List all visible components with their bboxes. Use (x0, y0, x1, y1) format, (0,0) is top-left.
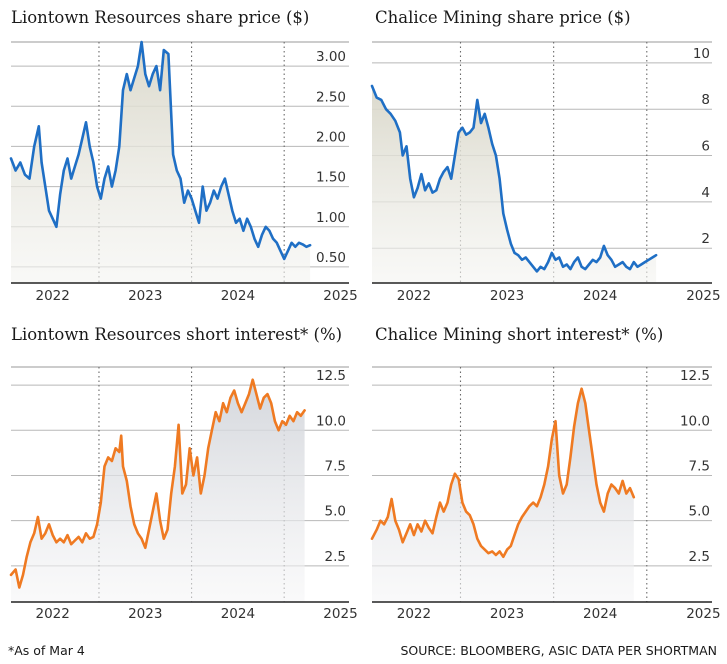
x-tick-label-liontown-short: 2022 (35, 606, 69, 622)
y-tick-label-chalice-short: 10.0 (680, 413, 710, 429)
x-tick-label-liontown-price: 2024 (221, 288, 255, 304)
y-tick-label-liontown-short: 10.0 (316, 413, 346, 429)
chart-title-liontown-price: Liontown Resources share price ($) (11, 8, 309, 27)
charts-figure: Liontown Resources share price ($) 0.50 1.… (9, 8, 721, 622)
x-tick-label-liontown-short: 2024 (221, 606, 255, 622)
y-tick-label-chalice-price: 4 (701, 185, 710, 201)
y-tick-label-chalice-price: 10 (693, 46, 710, 62)
y-tick-label-liontown-short: 2.5 (325, 549, 346, 565)
y-tick-label-liontown-price: 0.50 (316, 250, 346, 266)
y-tick-label-chalice-price: 2 (701, 231, 710, 247)
footnote: *As of Mar 4 (8, 643, 85, 658)
y-tick-label-liontown-short: 7.5 (325, 458, 346, 474)
series-line-liontown-short (9, 378, 306, 589)
y-tick-label-chalice-price: 8 (701, 92, 710, 108)
x-tick-label-liontown-short: 2023 (128, 606, 162, 622)
series-line-liontown-price (9, 40, 312, 261)
chart-title-liontown-short: Liontown Resources short interest* (%) (11, 325, 342, 344)
x-tick-label-chalice-short: 2024 (583, 606, 617, 622)
x-tick-label-chalice-price: 2024 (583, 288, 617, 304)
x-tick-label-liontown-price: 2023 (128, 288, 162, 304)
x-tick-label-chalice-price: 2022 (397, 288, 431, 304)
source-note: SOURCE: BLOOMBERG, ASIC DATA PER SHORTMA… (400, 643, 717, 658)
x-tick-label-chalice-short: 2022 (397, 606, 431, 622)
y-tick-label-liontown-short: 5.0 (325, 504, 346, 520)
area-fill-chalice-price (372, 86, 657, 283)
y-tick-label-chalice-short: 12.5 (680, 368, 710, 384)
y-tick-label-liontown-price: 3.00 (316, 49, 346, 65)
y-tick-label-liontown-price: 2.50 (316, 89, 346, 105)
series-line-chalice-short (370, 387, 636, 559)
x-tick-label-chalice-price: 2023 (490, 288, 524, 304)
x-tick-label-chalice-short: 2025 (686, 606, 720, 622)
y-tick-label-chalice-short: 2.5 (689, 549, 710, 565)
y-tick-label-liontown-price: 2.00 (316, 129, 346, 145)
x-tick-label-liontown-price: 2022 (35, 288, 69, 304)
chart-title-chalice-price: Chalice Mining share price ($) (375, 8, 631, 27)
y-tick-label-liontown-price: 1.00 (316, 210, 346, 226)
chart-title-chalice-short: Chalice Mining short interest* (%) (375, 325, 663, 344)
y-tick-label-liontown-short: 12.5 (316, 368, 346, 384)
y-tick-label-chalice-price: 6 (701, 139, 710, 155)
x-tick-label-liontown-short: 2025 (323, 606, 357, 622)
area-fill-liontown-short (11, 379, 305, 602)
y-tick-label-chalice-short: 7.5 (689, 458, 710, 474)
y-tick-label-liontown-price: 1.50 (316, 170, 346, 186)
area-fill-chalice-short (372, 388, 634, 602)
x-tick-label-liontown-price: 2025 (323, 288, 357, 304)
x-tick-label-chalice-price: 2025 (686, 288, 720, 304)
y-tick-label-chalice-short: 5.0 (689, 504, 710, 520)
x-tick-label-chalice-short: 2023 (490, 606, 524, 622)
series-line-chalice-price (370, 84, 658, 273)
